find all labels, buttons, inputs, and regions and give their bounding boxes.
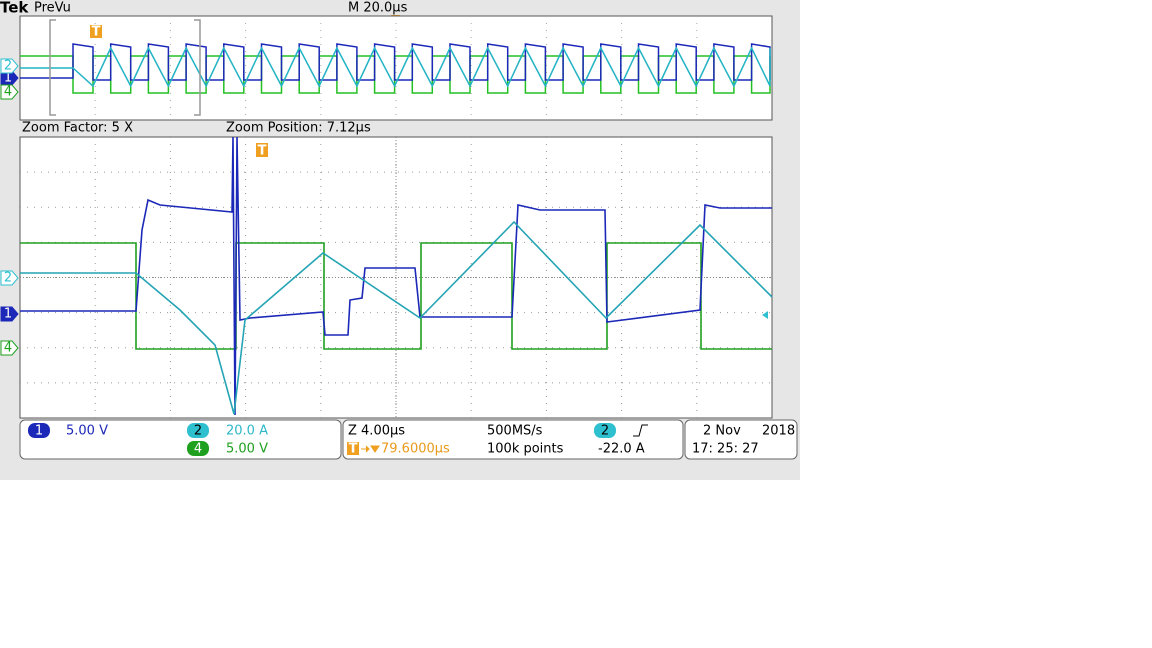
ch4-scale: 5.00 V — [226, 442, 268, 457]
trigger-badge — [90, 25, 102, 38]
trigger-marker: T — [92, 25, 101, 40]
channel-marker — [0, 306, 19, 322]
channel-marker — [0, 84, 19, 100]
channel-marker-label: 2 — [4, 271, 12, 286]
zoom-factor: Zoom Factor: 5 X — [22, 121, 133, 136]
brand: Tek — [0, 0, 29, 17]
year: 2018 — [762, 424, 795, 439]
trigger-source: 2 — [601, 424, 609, 439]
zoom-bracket — [49, 19, 201, 116]
channel-marker — [0, 340, 19, 356]
trigger-badge — [256, 143, 268, 157]
channel-marker-label: 1 — [4, 71, 12, 86]
waveform-ch4 — [20, 242, 772, 350]
overview-ch2 — [20, 46, 771, 88]
mode: PreVu — [34, 1, 71, 16]
ch2-number: 2 — [194, 424, 202, 439]
trigger-badge — [347, 442, 359, 455]
ch2-badge — [187, 423, 209, 438]
main-grid — [20, 137, 772, 418]
slope-icon — [633, 424, 648, 437]
trigger-marker: T — [349, 442, 358, 457]
ch4-number: 4 — [194, 442, 202, 457]
trigger-arrow-icon — [361, 445, 380, 453]
trigger-position: 79.6000µs — [381, 442, 450, 457]
trigger-source-badge — [594, 423, 616, 438]
ch1-number: 1 — [35, 424, 43, 439]
timebase: M 20.0µs — [348, 1, 408, 16]
zoom-scale: Z 4.00µs — [348, 424, 405, 439]
oscilloscope-screen: Tek PreVu M 20.0µs T Zoom Factor: 5 X Zo… — [0, 0, 800, 480]
datetime-panel — [684, 419, 798, 460]
channel-marker-label: 4 — [4, 85, 12, 100]
channel-panel — [19, 419, 342, 460]
record-length: 100k points — [487, 442, 564, 457]
ch4-badge — [187, 441, 209, 456]
trigger-level-marker — [762, 311, 768, 319]
sample-rate: 500MS/s — [487, 424, 543, 439]
trigger-level: -22.0 A — [598, 442, 645, 457]
overview-ch1 — [20, 43, 771, 81]
channel-marker-label: 2 — [4, 59, 12, 74]
channel-marker-label: 1 — [4, 307, 12, 322]
waveform-ch2 — [20, 220, 773, 415]
overview-waveforms — [20, 43, 771, 94]
zoom-position: Zoom Position: 7.12µs — [226, 121, 371, 136]
channel-marker — [0, 270, 19, 286]
ch1-badge — [28, 423, 50, 438]
waveform-ch1 — [20, 136, 772, 416]
time: 17: 25: 27 — [692, 442, 759, 457]
ch2-scale: 20.0 A — [226, 424, 268, 439]
overview-plot — [19, 15, 773, 121]
trigger-marker: T — [258, 144, 267, 159]
channel-marker — [0, 58, 19, 74]
ch1-scale: 5.00 V — [66, 424, 108, 439]
date: 2 Nov — [703, 424, 741, 439]
channel-marker-label: 4 — [4, 341, 12, 356]
